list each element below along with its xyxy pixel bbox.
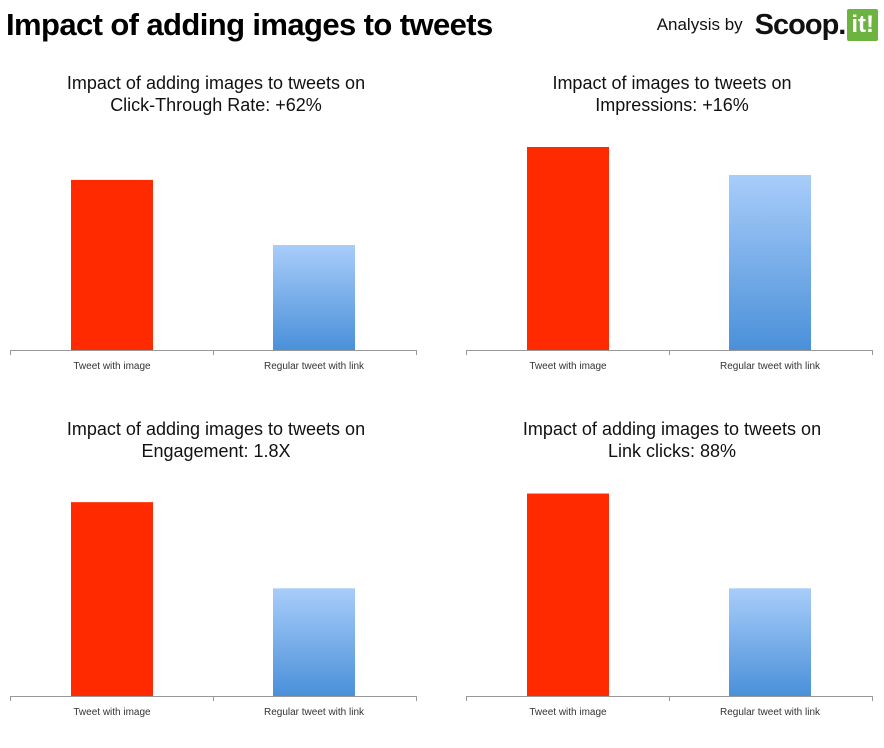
chart-title-line2: Engagement: 1.8X (141, 441, 291, 461)
bar-regular-tweet-with-link (729, 175, 811, 350)
x-tick-label: Regular tweet with link (720, 361, 821, 372)
chart-title: Impact of images to tweets on Impression… (462, 72, 882, 116)
x-tick-label: Regular tweet with link (264, 361, 365, 372)
chart-link-clicks: Tweet with image Regular tweet with link (466, 493, 873, 718)
chart-title-line1: Impact of adding images to tweets on (522, 419, 822, 439)
chart-title-line2: Click-Through Rate: +62% (110, 95, 322, 115)
chart-title: Impact of adding images to tweets on Cli… (6, 72, 426, 116)
chart-impressions: Tweet with image Regular tweet with link (466, 147, 873, 372)
brand-credit: Analysis by Scoop. it! (657, 8, 878, 42)
analysis-by-label: Analysis by (656, 15, 743, 34)
x-tick-label: Regular tweet with link (264, 707, 365, 718)
x-tick-label: Regular tweet with link (720, 707, 821, 718)
chart-title: Impact of adding images to tweets on Lin… (462, 418, 882, 462)
chart-title-line2: Link clicks: 88% (607, 441, 737, 461)
page-title: Impact of adding images to tweets (6, 7, 493, 42)
chart-title-line1: Impact of images to tweets on (552, 73, 792, 93)
chart-title-line1: Impact of adding images to tweets on (66, 419, 366, 439)
chart-panel-engagement: Impact of adding images to tweets on Eng… (6, 418, 426, 748)
chart-title-line2: Impressions: +16% (595, 95, 749, 115)
chart-title-line1: Impact of adding images to tweets on (66, 73, 366, 93)
x-tick-label: Tweet with image (529, 707, 607, 718)
bar-tweet-with-image (71, 179, 153, 350)
x-tick-label: Tweet with image (73, 707, 151, 718)
chart-panel-link-clicks: Impact of adding images to tweets on Lin… (462, 418, 882, 748)
x-tick-label: Tweet with image (529, 361, 607, 372)
scoopit-logo-badge: it! (847, 9, 878, 41)
chart-panel-impressions: Impact of images to tweets on Impression… (462, 72, 882, 402)
chart-engagement: Tweet with image Regular tweet with link (10, 502, 417, 718)
bar-tweet-with-image (71, 502, 153, 696)
scoopit-logo-word: Scoop. (754, 8, 847, 41)
x-tick-label: Tweet with image (73, 361, 151, 372)
chart-ctr: Tweet with image Regular tweet with link (10, 179, 417, 372)
chart-panel-ctr: Impact of adding images to tweets on Cli… (6, 72, 426, 402)
bar-regular-tweet-with-link (273, 588, 355, 696)
bar-tweet-with-image (527, 493, 609, 696)
bar-regular-tweet-with-link (729, 588, 811, 696)
bar-tweet-with-image (527, 147, 609, 350)
bar-regular-tweet-with-link (273, 245, 355, 350)
chart-title: Impact of adding images to tweets on Eng… (6, 418, 426, 462)
